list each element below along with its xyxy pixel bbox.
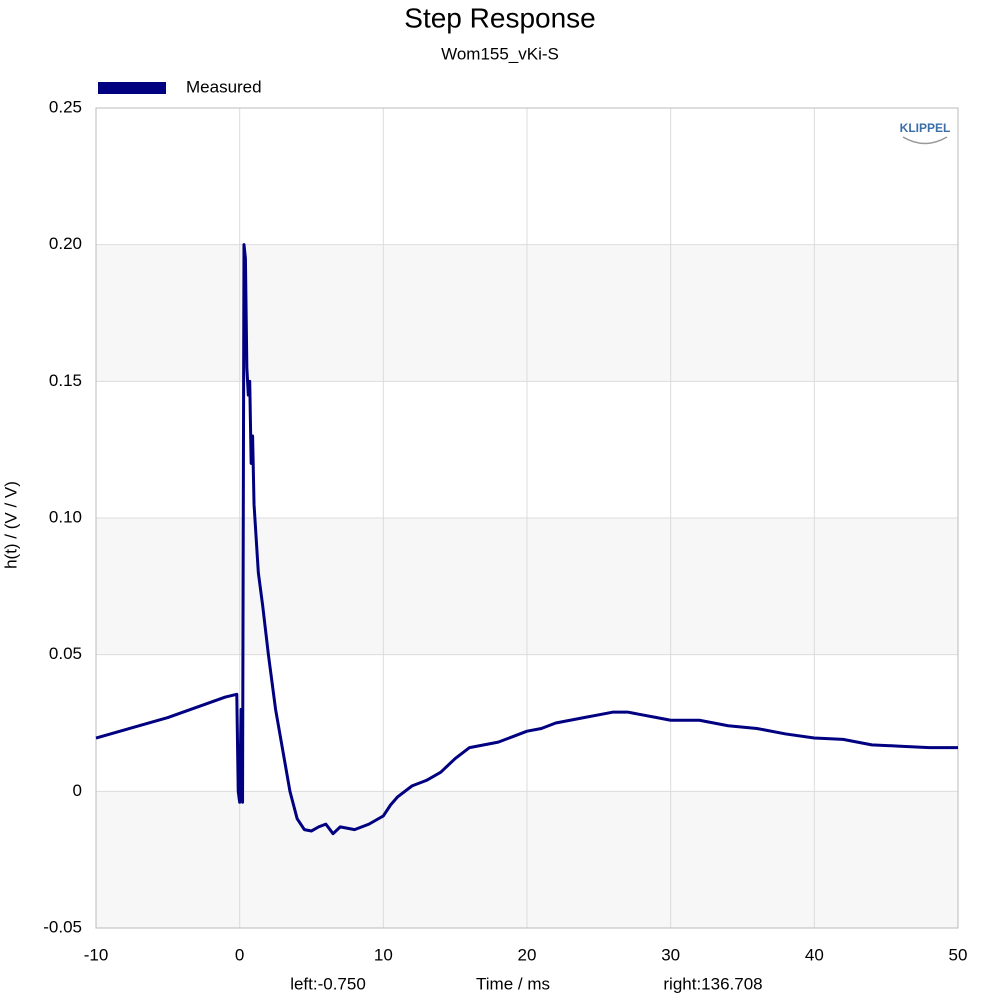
x-tick-label: 50	[949, 945, 968, 964]
y-tick-label: 0.15	[49, 371, 82, 390]
x-tick-label: 40	[805, 945, 824, 964]
logo-arc	[902, 136, 948, 145]
y-tick-label: -0.05	[43, 917, 82, 936]
annotation: right:136.708	[663, 974, 762, 993]
x-tick-label: 20	[518, 945, 537, 964]
chart-title: Step Response	[404, 2, 595, 33]
data-line	[95, 243, 958, 836]
x-tick-label: -10	[84, 945, 109, 964]
plot-frame	[95, 107, 959, 929]
y-tick-label: 0	[73, 781, 82, 800]
logo: KLIPPEL	[900, 121, 951, 135]
x-tick-label: 30	[661, 945, 680, 964]
y-tick-label: 0.10	[49, 507, 82, 526]
x-tick-label: 0	[235, 945, 244, 964]
y-axis-label: h(t) / (V / V)	[1, 481, 20, 569]
x-tick-label: 10	[374, 945, 393, 964]
legend-swatch	[98, 82, 166, 94]
y-tick-label: 0.25	[49, 97, 82, 116]
y-tick-label: 0.05	[49, 644, 82, 663]
x-axis-label: Time / ms	[476, 974, 550, 993]
y-tick-label: 0.20	[49, 234, 82, 253]
annotation: left:-0.750	[290, 974, 366, 993]
legend-label: Measured	[186, 77, 262, 96]
chart-subtitle: Wom155_vKi-S	[441, 44, 559, 63]
